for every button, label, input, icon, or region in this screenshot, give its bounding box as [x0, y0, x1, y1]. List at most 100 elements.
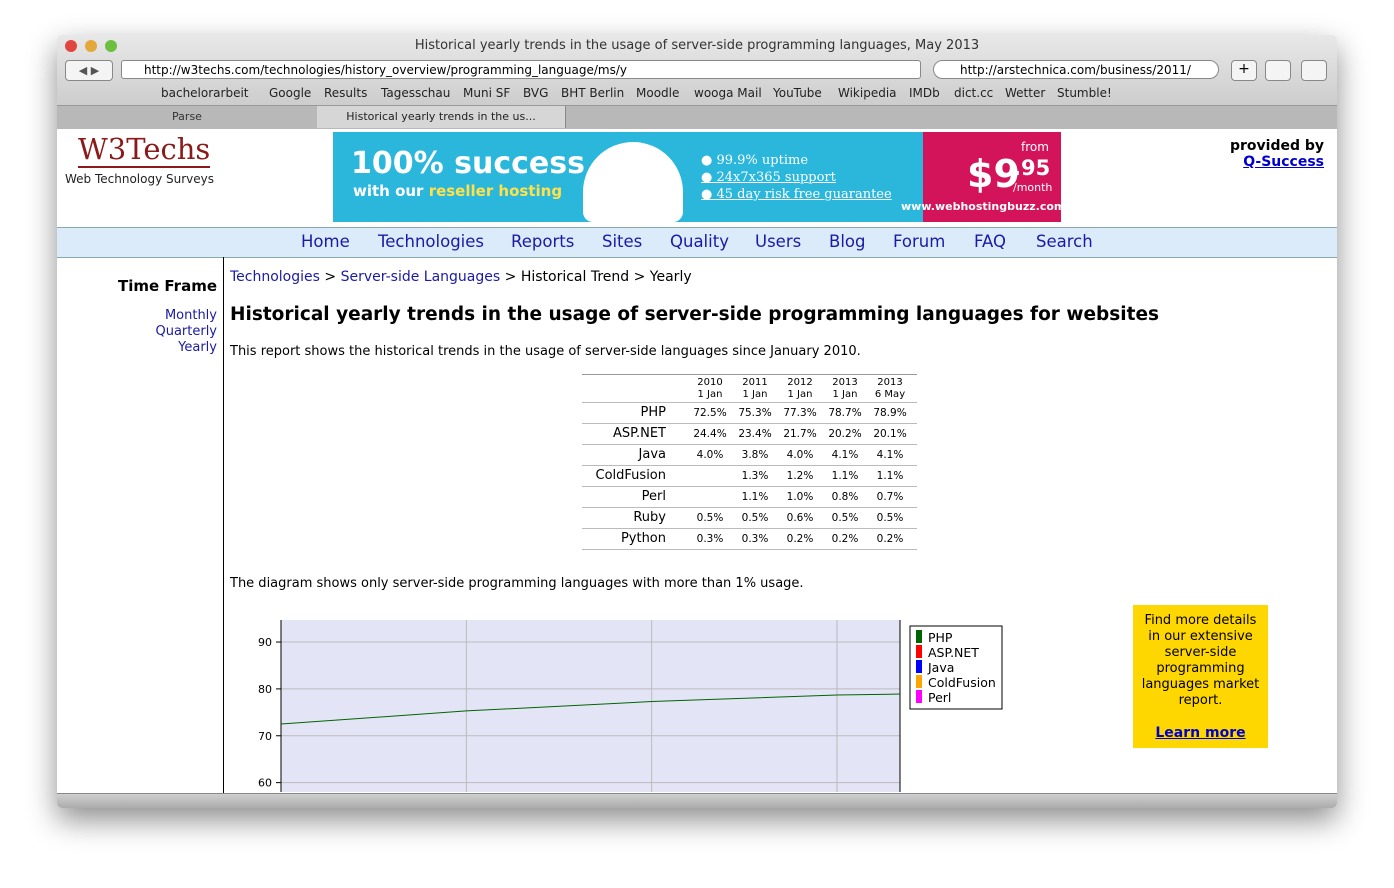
bookmark[interactable]: Google — [269, 86, 312, 100]
active-tab[interactable]: Historical yearly trends in the us... — [317, 106, 566, 128]
ad-site: www.webhostingbuzz.com — [901, 200, 1061, 213]
cell: 72.5% — [693, 407, 727, 419]
column-date: 1 Jan — [787, 389, 813, 400]
provider-link[interactable]: Q-Success — [1243, 154, 1324, 170]
column-date: 1 Jan — [697, 389, 723, 400]
back-forward[interactable]: ◀ ▶ — [65, 60, 113, 81]
rule — [582, 465, 917, 466]
row-label: Perl — [641, 489, 666, 504]
tab-bar — [57, 105, 1337, 129]
ad-sub: reseller hosting — [428, 182, 563, 200]
minimize-button[interactable] — [85, 40, 97, 52]
promo-link[interactable]: Learn more — [1155, 725, 1246, 741]
bookmark[interactable]: YouTube — [773, 86, 822, 100]
bookmark[interactable]: Wetter — [1005, 86, 1046, 100]
sidebar-divider — [223, 257, 224, 793]
nav-link[interactable]: Users — [755, 232, 802, 251]
nav-link[interactable]: Reports — [511, 232, 575, 251]
nav-link[interactable]: Forum — [893, 232, 946, 251]
y-tick-label: 60 — [258, 777, 272, 790]
cell: 20.1% — [873, 428, 907, 440]
column-date: 1 Jan — [742, 389, 768, 400]
cell: 0.2% — [786, 533, 814, 545]
cell: 1.0% — [786, 491, 814, 503]
bookmark[interactable]: BVG — [523, 86, 549, 100]
ad-text: with our reseller hosting — [353, 182, 562, 200]
rule — [582, 507, 917, 508]
logo[interactable]: W3Techs — [78, 132, 211, 168]
bookmark[interactable]: BHT Berlin — [561, 86, 625, 100]
bookmark[interactable]: Stumble! — [1057, 86, 1112, 100]
cell: 78.9% — [873, 407, 907, 419]
browser-chrome: Historical yearly trends in the usage of… — [57, 35, 1337, 129]
promo-box: Find more details in our extensive serve… — [1133, 605, 1268, 748]
column-date: 6 May — [874, 389, 906, 400]
bookmark[interactable]: Results — [324, 86, 368, 100]
legend-swatch — [916, 645, 922, 658]
bookmark[interactable]: Muni SF — [463, 86, 511, 100]
nav-bar — [57, 227, 1337, 258]
sidebar-link[interactable]: Monthly — [164, 308, 217, 323]
download-button[interactable] — [1301, 60, 1327, 81]
ad-point-text: 99.9% uptime — [716, 153, 809, 168]
cell: 4.1% — [876, 449, 904, 461]
ad-mascot — [583, 142, 683, 222]
line — [280, 693, 901, 725]
cell: 75.3% — [738, 407, 772, 419]
cell: 1.2% — [786, 470, 814, 482]
add-button[interactable]: + — [1231, 60, 1257, 81]
ad-banner[interactable]: 100% success with our reseller hosting ●… — [333, 132, 1061, 222]
nav-link[interactable]: Home — [301, 232, 350, 251]
breadcrumb-item: Historical Trend — [520, 269, 630, 285]
ad-point: ● 99.9% uptime — [701, 153, 809, 168]
y-tick-label: 90 — [258, 636, 272, 649]
column-year: 2012 — [787, 377, 813, 388]
sidebar-title: Time Frame — [117, 277, 217, 295]
search-field[interactable]: http://arstechnica.com/business/2011/ — [933, 60, 1219, 79]
bookmark[interactable]: dict.cc — [954, 86, 994, 100]
ad-cents: .95 — [1013, 156, 1051, 180]
browser-window: Historical yearly trends in the usage of… — [57, 35, 1337, 808]
sidebar-link[interactable]: Quarterly — [155, 324, 217, 339]
legend-swatch — [916, 675, 922, 688]
edit-button[interactable] — [1265, 60, 1291, 81]
nav-link[interactable]: Search — [1036, 232, 1093, 251]
row-label: Java — [638, 447, 666, 462]
rule — [582, 423, 917, 424]
row-label: PHP — [640, 405, 666, 420]
cell: 4.0% — [786, 449, 814, 461]
ad-from: from — [1021, 140, 1049, 154]
rule — [582, 444, 917, 445]
nav-link[interactable]: FAQ — [974, 232, 1006, 251]
bookmark[interactable]: Moodle — [636, 86, 680, 100]
bookmark[interactable]: Wikipedia — [838, 86, 897, 100]
cell: 1.1% — [831, 470, 859, 482]
breadcrumb-link[interactable]: Technologies — [230, 269, 320, 285]
close-button[interactable] — [65, 40, 77, 52]
bookmark[interactable]: Tagesschau — [381, 86, 451, 100]
legend-swatch — [916, 660, 922, 673]
cell: 24.4% — [693, 428, 727, 440]
breadcrumb-link[interactable]: Server-side Languages — [340, 269, 501, 285]
bookmark[interactable]: wooga Mail — [694, 86, 762, 100]
nav-link[interactable]: Blog — [829, 232, 866, 251]
address-bar[interactable]: http://w3techs.com/technologies/history_… — [121, 60, 921, 79]
nav-link[interactable]: Technologies — [378, 232, 484, 251]
nav-link[interactable]: Sites — [602, 232, 643, 251]
status-bar — [57, 793, 1337, 808]
cell: 0.5% — [876, 512, 904, 524]
zoom-button[interactable] — [105, 40, 117, 52]
legend-label: ASP.NET — [928, 645, 979, 660]
diagram-note: The diagram shows only server-side progr… — [230, 576, 804, 591]
cell: 21.7% — [783, 428, 817, 440]
nav-link[interactable]: Quality — [670, 232, 729, 251]
bookmark[interactable]: bachelorarbeit — [161, 86, 249, 100]
column-year: 2011 — [742, 377, 768, 388]
sidebar-link[interactable]: Yearly — [178, 340, 217, 355]
cell: 3.8% — [741, 449, 769, 461]
ad-point: ● 45 day risk free guarantee — [701, 187, 892, 202]
bookmark[interactable]: IMDb — [909, 86, 940, 100]
ad-point-text: 24x7x365 support — [716, 170, 836, 185]
